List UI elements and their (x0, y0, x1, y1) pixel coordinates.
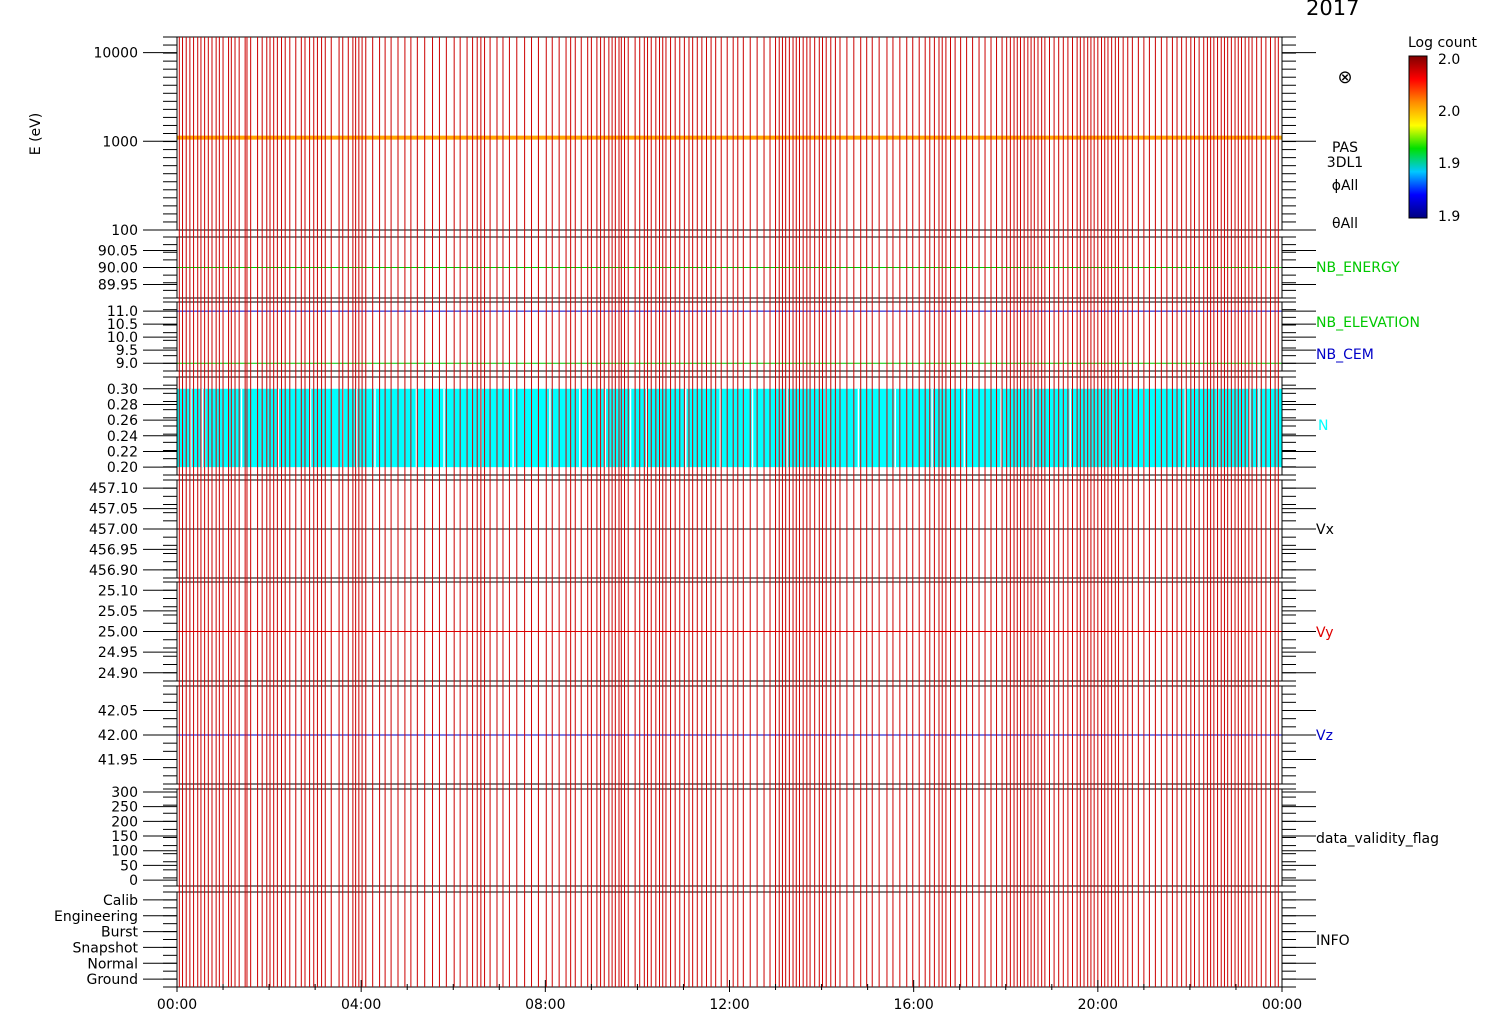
y-tick-label: 100 (111, 223, 138, 239)
y-tick-label: 10.5 (107, 317, 138, 333)
y-tick-label: 200 (111, 814, 138, 830)
spectrogram-label: θAll (1332, 216, 1358, 232)
colorbar-tick: 1.9 (1438, 209, 1460, 225)
spectrogram-label: ϕAll (1332, 178, 1359, 194)
y-tick-label: 89.95 (98, 277, 138, 293)
colorbar-tick: 2.0 (1438, 52, 1460, 68)
y-tick-label: 250 (111, 800, 138, 816)
y-tick-label: 9.5 (116, 343, 138, 359)
y-tick-label: 24.95 (98, 645, 138, 661)
y-tick-label: 457.00 (89, 522, 138, 538)
y-tick-label: Calib (103, 893, 138, 909)
x-tick-label: 12:00 (709, 997, 749, 1013)
y-tick-label: 41.95 (98, 753, 138, 769)
spectrogram-band (177, 135, 1282, 140)
y-tick-label: 10.0 (107, 330, 138, 346)
colorbar-tick: 2.0 (1438, 104, 1460, 120)
y-axis-label: E (eV) (28, 113, 44, 155)
x-tick-label: 04:00 (341, 997, 381, 1013)
y-tick-label: 90.00 (98, 261, 138, 277)
y-tick-label: 0.20 (107, 460, 138, 476)
y-tick-label: 0.28 (107, 397, 138, 413)
header-title: 2017 (1306, 0, 1359, 20)
x-tick-label: 00:00 (157, 997, 197, 1013)
y-tick-label: 100 (111, 844, 138, 860)
colorbar-title: Log count (1408, 35, 1477, 51)
y-tick-label: 50 (120, 858, 138, 874)
colorbar-gradient (1408, 55, 1428, 219)
series-label: data_validity_flag (1316, 831, 1439, 847)
x-tick-label: 08:00 (525, 997, 565, 1013)
series-label: NB_CEM (1316, 347, 1374, 363)
y-tick-label: 25.05 (98, 604, 138, 620)
y-tick-label: Normal (87, 956, 138, 972)
y-tick-label: 0.26 (107, 413, 138, 429)
y-tick-label: Snapshot (73, 940, 139, 956)
y-tick-label: 300 (111, 785, 138, 801)
y-tick-label: 25.00 (98, 625, 138, 641)
y-tick-label: 0.30 (107, 382, 138, 398)
panel-vx: 457.10 457.05 457.00 456.95 456.90 Vx (89, 479, 1334, 579)
y-tick-label: 10000 (93, 46, 138, 62)
time-axis: 00:00 04:00 08:00 12:00 16:00 20:00 00:00 (157, 980, 1302, 1013)
panel-info: CalibEngineeringBurstSnapshotNormalGroun… (54, 891, 1350, 988)
series-label: Vx (1316, 522, 1334, 538)
spectrogram-label: 3DL1 (1327, 155, 1363, 171)
series-label: NB_ENERGY (1316, 260, 1400, 276)
y-tick-label: 9.0 (116, 356, 138, 372)
series-label: INFO (1316, 933, 1350, 949)
colorbar-tick: 1.9 (1438, 156, 1460, 172)
y-tick-label: 457.10 (89, 481, 138, 497)
y-tick-label: 42.00 (98, 728, 138, 744)
y-tick-label: 11.0 (107, 304, 138, 320)
x-tick-label: 16:00 (893, 997, 933, 1013)
y-tick-label: 24.90 (98, 666, 138, 682)
y-tick-label: 150 (111, 829, 138, 845)
y-tick-label: 0.22 (107, 444, 138, 460)
colorbar: Log count 2.0 2.0 1.9 1.9 (1408, 35, 1477, 225)
y-tick-label: 457.05 (89, 502, 138, 518)
series-label: Vz (1316, 728, 1333, 744)
series-label: N (1318, 418, 1328, 434)
gap-markers (178, 37, 1279, 987)
y-tick-label: 456.90 (89, 563, 138, 579)
y-tick-label: 0 (129, 873, 138, 889)
series-label: NB_ELEVATION (1316, 315, 1420, 331)
header-date-fragment: 2017 (1306, 0, 1359, 20)
y-tick-label: Ground (87, 972, 139, 988)
series-label: Vy (1316, 625, 1334, 641)
y-tick-label: 25.10 (98, 583, 138, 599)
x-tick-label: 20:00 (1078, 997, 1118, 1013)
y-tick-label: Engineering (54, 909, 138, 925)
y-tick-label: 456.95 (89, 542, 138, 558)
y-tick-label: 1000 (102, 134, 138, 150)
spectrogram-label: PAS (1332, 140, 1358, 156)
x-tick-label: 00:00 (1262, 997, 1302, 1013)
y-tick-label: 90.05 (98, 244, 138, 260)
y-tick-label: 0.24 (107, 429, 138, 445)
panel-nb-elevation-cem: 11.010.510.09.59.0 NB_ELEVATION NB_CEM (107, 301, 1420, 372)
crossed-circle-icon: ⊗ (1337, 67, 1352, 88)
y-tick-label: Burst (101, 925, 139, 941)
y-tick-label: 42.05 (98, 704, 138, 720)
